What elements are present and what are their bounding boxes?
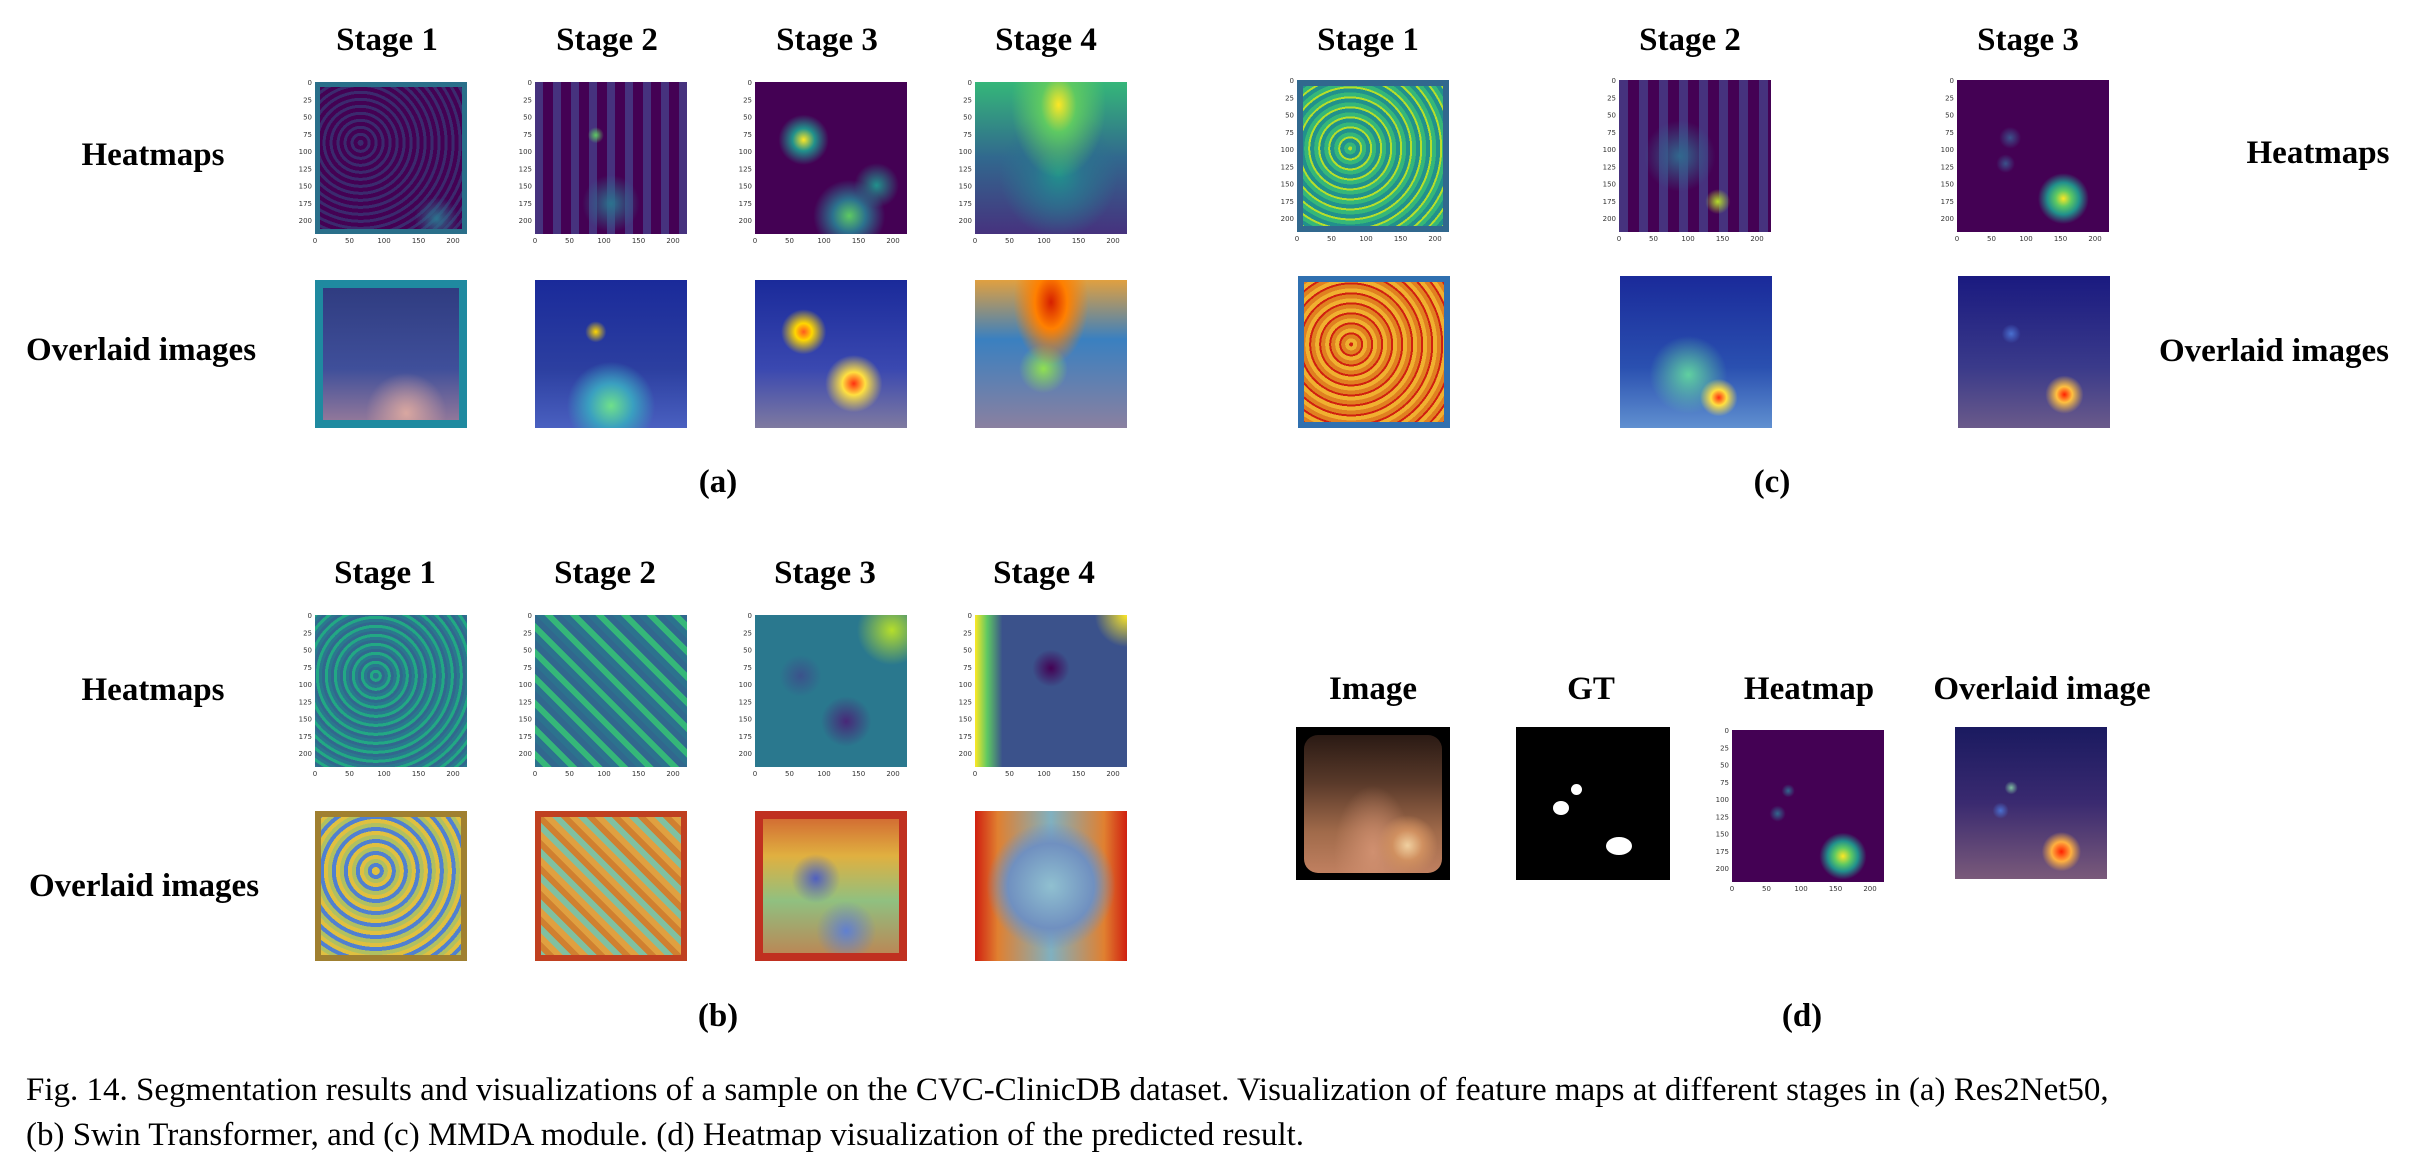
panel-c-stage-2-overlaid <box>1620 276 1772 428</box>
panel-c-overlaid-label: Overlaid images <box>2158 333 2390 369</box>
panel-b-stage-2-title: Stage 2 <box>554 555 656 591</box>
panel-d-heatmap <box>1708 727 1888 897</box>
panel-d-image <box>1296 727 1450 880</box>
panel-b-overlaid-label: Overlaid images <box>29 868 260 904</box>
panel-a-stage-1-heatmap <box>291 76 471 246</box>
panel-a-label: (a) <box>698 464 738 500</box>
panel-d-overlaid <box>1955 727 2107 879</box>
panel-c-stage-2-heatmap <box>1595 76 1775 246</box>
panel-b-stage-2-overlaid <box>535 811 687 961</box>
panel-c-stage-2-title: Stage 2 <box>1639 22 1741 58</box>
panel-b-label: (b) <box>697 998 739 1034</box>
panel-a-stage-2-title: Stage 2 <box>556 22 658 58</box>
panel-b-stage-4-overlaid <box>975 811 1127 961</box>
figure-caption: Fig. 14. Segmentation results and visual… <box>26 1068 2406 1158</box>
panel-d-overlaid-title: Overlaid image <box>1933 671 2151 707</box>
panel-a-stage-3-overlaid <box>755 280 907 428</box>
panel-c-stage-3-heatmap <box>1933 76 2113 246</box>
panel-b-stage-1-overlaid <box>315 811 467 961</box>
panel-a-stage-4-heatmap <box>951 76 1131 246</box>
panel-a-stage-2-heatmap <box>511 76 691 246</box>
panel-a-heatmaps-label: Heatmaps <box>81 137 225 173</box>
panel-a-stage-3-title: Stage 3 <box>776 22 878 58</box>
panel-a-stage-4-overlaid <box>975 280 1127 428</box>
panel-b-stage-3-heatmap <box>731 612 911 782</box>
panel-d-label: (d) <box>1781 998 1823 1034</box>
panel-d-gt-title: GT <box>1567 671 1615 707</box>
panel-c-stage-3-overlaid <box>1958 276 2110 428</box>
panel-c-stage-1-heatmap <box>1273 76 1453 246</box>
panel-c-heatmaps-label: Heatmaps <box>2246 135 2390 171</box>
panel-a-stage-3-heatmap <box>731 76 911 246</box>
panel-a-stage-1-overlaid <box>315 280 467 428</box>
panel-c-stage-1-overlaid <box>1298 276 1450 428</box>
panel-d-heatmap-title: Heatmap <box>1743 671 1875 707</box>
panel-c-stage-1-title: Stage 1 <box>1317 22 1419 58</box>
panel-b-stage-4-title: Stage 4 <box>993 555 1095 591</box>
panel-a-overlaid-label: Overlaid images <box>26 332 257 368</box>
panel-b-heatmaps-label: Heatmaps <box>81 672 225 708</box>
panel-c-label: (c) <box>1753 464 1791 500</box>
panel-b-stage-3-title: Stage 3 <box>774 555 876 591</box>
panel-d-image-title: Image <box>1329 671 1417 707</box>
panel-d-gt <box>1516 727 1670 880</box>
panel-b-stage-3-overlaid <box>755 811 907 961</box>
caption-line-1: Fig. 14. Segmentation results and visual… <box>26 1072 2109 1108</box>
panel-b-stage-4-heatmap <box>951 612 1131 782</box>
panel-b-stage-1-heatmap <box>291 612 471 782</box>
caption-line-2: (b) Swin Transformer, and (c) MMDA modul… <box>26 1117 1305 1153</box>
panel-a-stage-1-title: Stage 1 <box>336 22 438 58</box>
panel-a-stage-4-title: Stage 4 <box>995 22 1097 58</box>
panel-a-stage-2-overlaid <box>535 280 687 428</box>
panel-b-stage-2-heatmap <box>511 612 691 782</box>
panel-b-stage-1-title: Stage 1 <box>334 555 436 591</box>
panel-c-stage-3-title: Stage 3 <box>1977 22 2079 58</box>
